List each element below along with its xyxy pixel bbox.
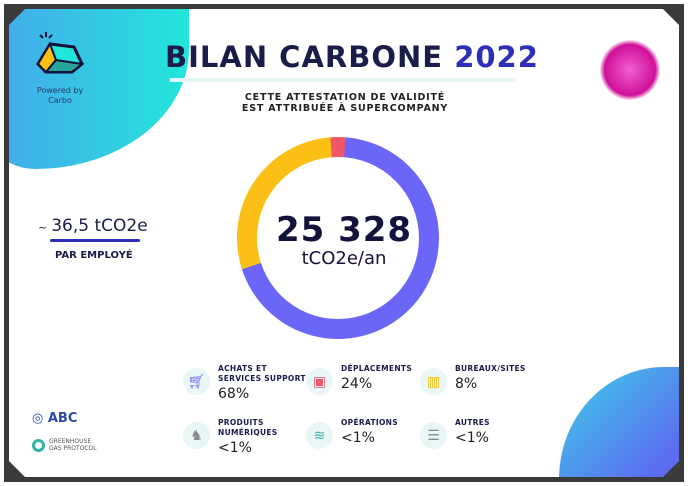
category-value: 8% [455,376,478,392]
ghg-text: GREENHOUSE [49,438,92,445]
subtitle-line: EST ATTRIBUÉE À SUPERCOMPANY [241,103,449,114]
list-icon: ☰ [420,422,447,449]
category-value: <1% [218,440,252,456]
category-label: PRODUITS NUMÉRIQUES [218,418,278,437]
building-icon: ▥ [420,368,447,395]
layers-icon: ≋ [306,422,333,449]
per-employee-number: 36,5 tCO2e [51,216,148,236]
emissions-donut [237,137,439,339]
ghg-protocol-logo: GREENHOUSE GAS PROTOCOL [32,438,97,452]
category-item: ☰ AUTRES <1% [420,418,550,449]
unicorn-icon: ♞ [183,422,210,449]
total-unit: tCO2e/an [301,248,387,269]
abc-logo: ◎ ABC [32,411,78,426]
category-label: DÉPLACEMENTS [341,364,413,373]
category-item: 🛒︎ ACHATS ET SERVICES SUPPORT 68% [183,364,313,402]
category-label: ACHATS ET SERVICES SUPPORT [218,364,306,383]
donut-hole [257,157,419,319]
cart-icon: 🛒︎ [183,368,210,395]
abc-text: ABC [47,411,78,426]
carbo-gem-icon [36,32,85,74]
powered-by-text: Powered by [36,86,84,95]
ghg-text: GAS PROTOCOL [49,445,97,452]
subtitle-line: CETTE ATTESTATION DE VALIDITÉ [244,92,446,103]
page-title: BILAN CARBONE 2022 [165,40,539,74]
title-text: BILAN CARBONE [165,40,444,74]
category-label: AUTRES [455,418,490,427]
ghg-icon [32,438,45,452]
category-value: <1% [455,430,489,446]
category-value: 24% [341,376,373,392]
category-value: <1% [341,430,375,446]
category-label: BUREAUX/SITES [455,364,526,373]
decorative-blob [559,367,679,477]
title-underline [170,78,515,82]
carbo-logo: Powered by Carbo [30,30,90,106]
brand-name: Carbo [48,96,72,105]
category-item: ♞ PRODUITS NUMÉRIQUES <1% [183,418,313,456]
category-item: ▣ DÉPLACEMENTS 24% [306,364,436,395]
certificate-frame [4,4,684,482]
category-value: 68% [218,386,250,402]
total-emissions: 25 328 [275,210,413,250]
per-employee-underline [50,239,140,242]
title-year: 2022 [454,40,539,74]
subtitle: CETTE ATTESTATION DE VALIDITÉ EST ATTRIBU… [200,92,490,114]
category-item: ▥ BUREAUX/SITES 8% [420,364,550,395]
category-item: ≋ OPÉRATIONS <1% [306,418,436,449]
category-label: OPÉRATIONS [341,418,398,427]
company-emblem [600,40,660,100]
per-employee-value: ~36,5 tCO2e [38,216,148,236]
bus-icon: ▣ [306,368,333,395]
per-employee-label: PAR EMPLOYÉ [55,250,133,261]
approx-sign: ~ [38,221,48,234]
